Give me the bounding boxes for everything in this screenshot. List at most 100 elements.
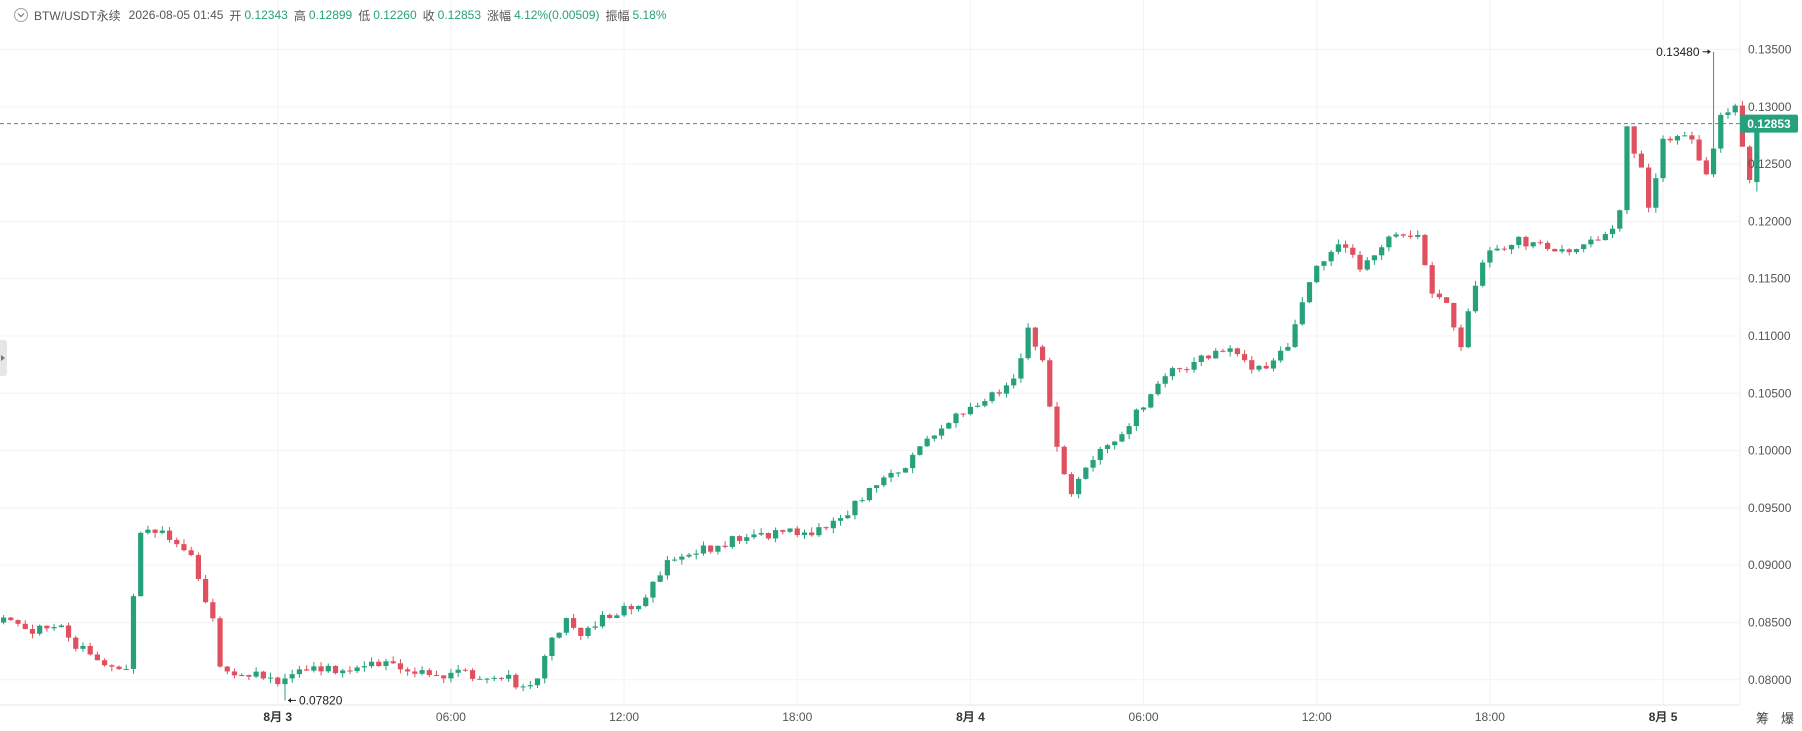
candle[interactable] <box>881 475 887 488</box>
candle[interactable] <box>715 545 721 555</box>
candle[interactable] <box>938 424 945 440</box>
candle[interactable] <box>1422 233 1428 266</box>
candle[interactable] <box>376 659 382 667</box>
candle[interactable] <box>686 553 692 559</box>
candle[interactable] <box>1198 354 1204 367</box>
candle[interactable] <box>1112 440 1118 450</box>
candle[interactable] <box>888 469 894 483</box>
candle[interactable] <box>224 665 230 675</box>
candle[interactable] <box>614 613 620 619</box>
candle[interactable] <box>866 487 872 502</box>
candle[interactable] <box>953 412 959 428</box>
candle[interactable] <box>578 627 584 641</box>
candle[interactable] <box>405 667 411 676</box>
candle[interactable] <box>37 624 43 636</box>
candle[interactable] <box>1249 356 1255 374</box>
candle[interactable] <box>549 636 555 661</box>
candle[interactable] <box>469 668 476 682</box>
candle[interactable] <box>1732 103 1738 116</box>
candle[interactable] <box>1306 281 1313 304</box>
candle[interactable] <box>1155 380 1161 396</box>
candle[interactable] <box>1285 343 1291 351</box>
candle[interactable] <box>1530 241 1536 249</box>
candle[interactable] <box>1516 236 1522 249</box>
candle[interactable] <box>1220 348 1226 353</box>
candle[interactable] <box>1653 173 1659 213</box>
candle[interactable] <box>801 529 808 540</box>
candle[interactable] <box>73 635 79 652</box>
candle[interactable] <box>477 675 483 680</box>
candle[interactable] <box>1444 297 1450 304</box>
candle[interactable] <box>758 528 764 536</box>
candle[interactable] <box>1508 244 1515 255</box>
candle[interactable] <box>94 651 100 661</box>
candle[interactable] <box>1292 319 1298 348</box>
candle[interactable] <box>1342 240 1349 253</box>
candle[interactable] <box>643 594 649 608</box>
candle[interactable] <box>527 680 533 690</box>
candle[interactable] <box>621 602 627 618</box>
candle[interactable] <box>671 556 678 562</box>
candle[interactable] <box>1465 308 1471 349</box>
candle[interactable] <box>448 668 454 683</box>
candle[interactable] <box>1177 367 1183 373</box>
candle[interactable] <box>282 673 288 701</box>
candle[interactable] <box>1494 244 1500 251</box>
candle[interactable] <box>635 605 642 612</box>
candle[interactable] <box>275 676 281 687</box>
candle[interactable] <box>1379 244 1385 260</box>
candle[interactable] <box>931 435 937 442</box>
candle[interactable] <box>1436 289 1442 300</box>
candle[interactable] <box>852 500 858 520</box>
candle[interactable] <box>1299 297 1305 326</box>
candle[interactable] <box>708 545 714 554</box>
candle[interactable] <box>1407 230 1414 239</box>
candle[interactable] <box>390 656 396 664</box>
candle[interactable] <box>736 535 743 544</box>
candle[interactable] <box>1559 244 1565 254</box>
candle[interactable] <box>145 525 151 535</box>
candle[interactable] <box>441 675 447 684</box>
candle[interactable] <box>239 673 245 677</box>
candle[interactable] <box>484 677 490 684</box>
collapse-chevron-icon[interactable] <box>14 8 28 22</box>
candle[interactable] <box>1638 150 1645 168</box>
candle[interactable] <box>1047 357 1053 408</box>
candle[interactable] <box>1718 112 1724 153</box>
candle[interactable] <box>304 665 310 671</box>
candle[interactable] <box>102 658 108 667</box>
candle[interactable] <box>433 670 440 676</box>
candle[interactable] <box>628 603 634 615</box>
candle[interactable] <box>1696 135 1702 162</box>
candle[interactable] <box>506 670 512 683</box>
candle[interactable] <box>1126 423 1132 440</box>
candle[interactable] <box>1350 244 1356 258</box>
candle[interactable] <box>123 664 129 670</box>
candle[interactable] <box>1256 365 1262 372</box>
candle[interactable] <box>1083 467 1089 480</box>
candle[interactable] <box>1191 357 1197 373</box>
candle[interactable] <box>1703 157 1709 176</box>
candle[interactable] <box>729 535 735 549</box>
left-panel-toggle[interactable] <box>0 340 7 376</box>
candle[interactable] <box>1278 346 1284 363</box>
candle[interactable] <box>809 527 815 537</box>
candle[interactable] <box>765 532 771 541</box>
candle[interactable] <box>902 467 909 473</box>
candle[interactable] <box>1617 209 1623 232</box>
candle[interactable] <box>159 526 165 535</box>
candle[interactable] <box>1162 373 1168 388</box>
candle[interactable] <box>1631 126 1637 159</box>
candle[interactable] <box>462 668 468 672</box>
candle[interactable] <box>419 666 425 676</box>
candle[interactable] <box>80 642 86 652</box>
candle[interactable] <box>253 667 259 679</box>
candle[interactable] <box>332 665 339 675</box>
candle[interactable] <box>231 668 238 679</box>
candle[interactable] <box>181 539 187 552</box>
candle[interactable] <box>960 413 966 418</box>
candle[interactable] <box>657 571 663 583</box>
candle[interactable] <box>498 677 505 681</box>
candle[interactable] <box>946 421 952 430</box>
candle[interactable] <box>368 657 375 669</box>
